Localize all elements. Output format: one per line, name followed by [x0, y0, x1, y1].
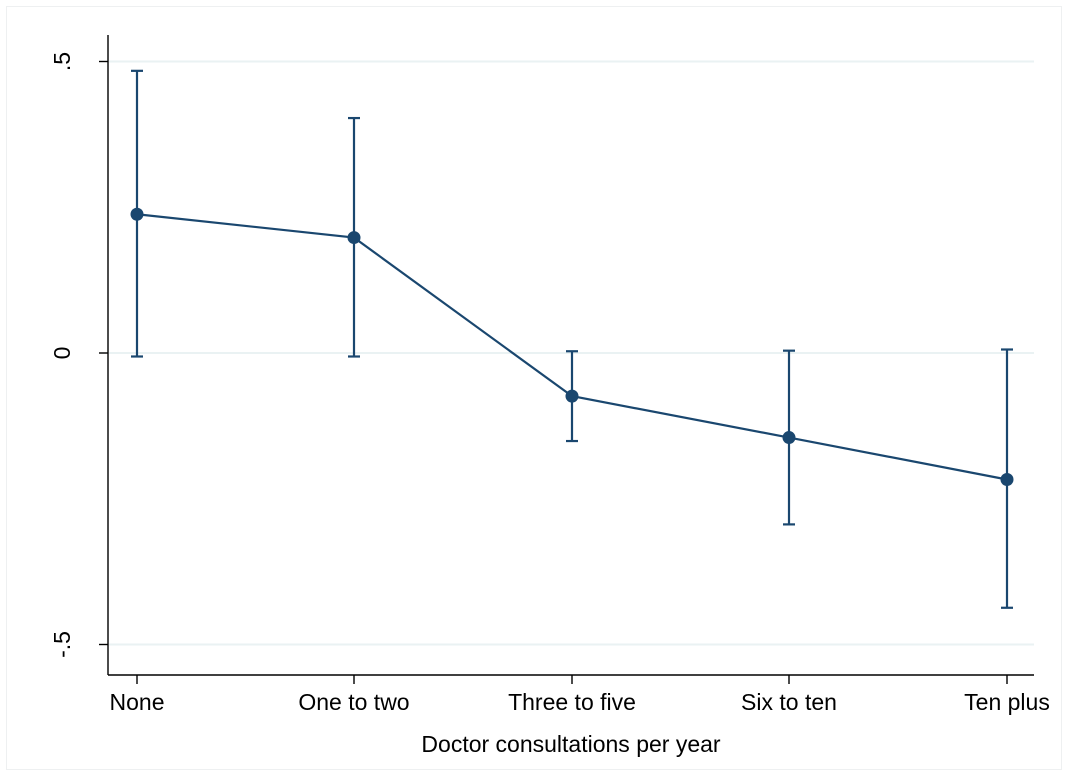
data-point [1000, 473, 1014, 487]
y-tick-label: 0 [49, 347, 75, 360]
y-tick-label: -.5 [49, 631, 75, 658]
y-tick-label: .5 [49, 52, 75, 71]
data-point [782, 431, 796, 445]
series-layer [130, 69, 1014, 609]
x-tick-label: One to two [298, 689, 409, 715]
data-point [130, 207, 144, 221]
ticks-layer: -.5 0 .5 None One to two Three to five Six to … [49, 52, 1050, 715]
x-tick-label: Ten plus [964, 689, 1050, 715]
x-tick-label: None [110, 689, 165, 715]
data-point [347, 231, 361, 245]
x-tick-label: Three to five [508, 689, 636, 715]
axes-layer [107, 35, 1034, 676]
data-point [565, 389, 579, 403]
x-tick-label: Six to ten [741, 689, 837, 715]
x-axis-title: Doctor consultations per year [421, 731, 720, 757]
